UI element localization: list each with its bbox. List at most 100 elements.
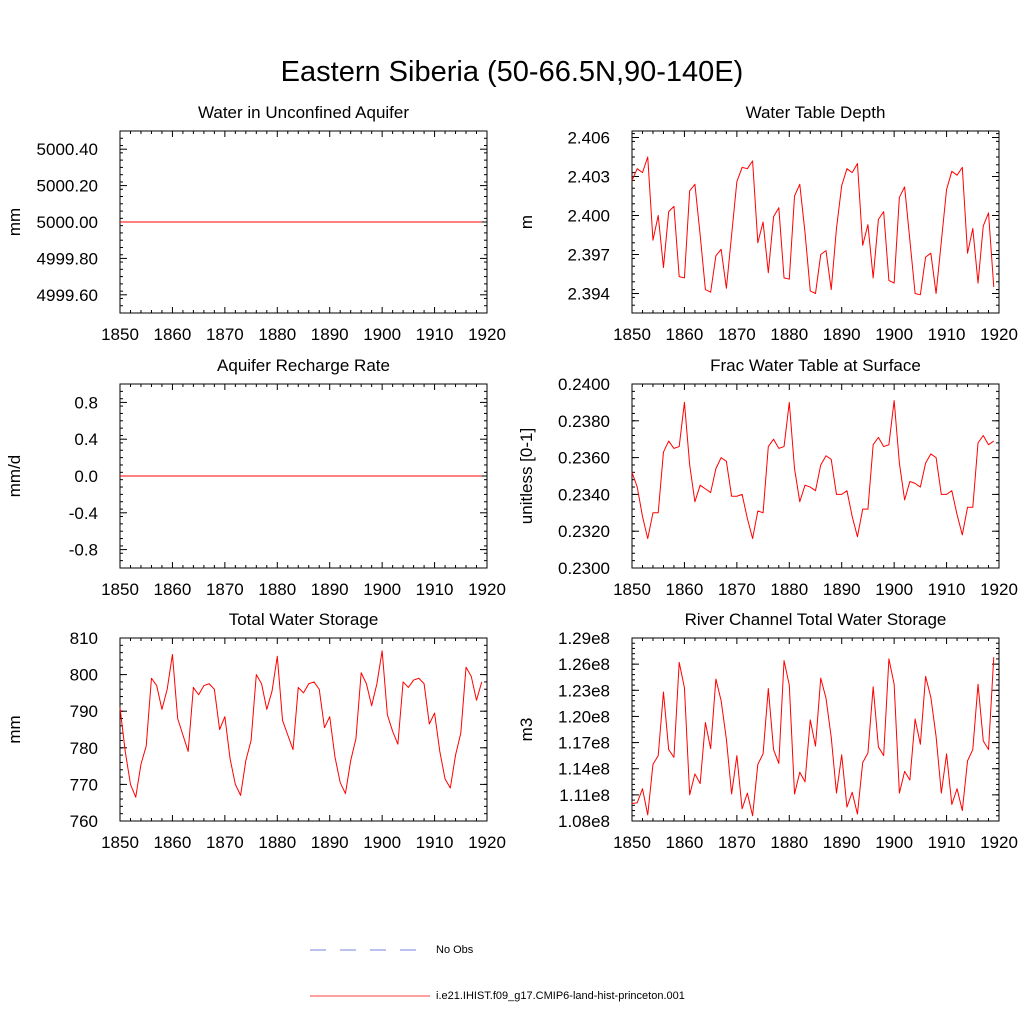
panel-title: Frac Water Table at Surface	[710, 356, 921, 375]
series-line	[119, 650, 483, 798]
x-tick-label: 1850	[101, 580, 139, 599]
y-tick-label: 2.397	[567, 246, 610, 265]
plot-frame	[631, 383, 1000, 569]
panel-title: Total Water Storage	[229, 610, 379, 629]
plot-frame	[119, 637, 488, 822]
y-tick-label: 5000.20	[37, 177, 98, 196]
legend-label-model-run: i.e21.IHIST.f09_g17.CMIP6-land-hist-prin…	[436, 990, 685, 1002]
x-tick-label: 1850	[101, 325, 139, 344]
y-tick-label: 2.403	[567, 168, 610, 187]
x-tick-label: 1880	[258, 325, 296, 344]
y-tick-label: 1.08e8	[558, 812, 610, 831]
legend-swatch-no-obs	[310, 949, 430, 951]
panel-title: Water Table Depth	[746, 103, 886, 122]
y-tick-label: 4999.80	[37, 249, 98, 268]
x-tick-label: 1850	[613, 325, 651, 344]
x-tick-label: 1870	[206, 580, 244, 599]
y-axis-label: mm	[5, 208, 24, 236]
y-tick-label: -0.8	[69, 541, 98, 560]
legend-swatch-model-run	[310, 995, 430, 997]
x-tick-label: 1890	[823, 833, 861, 852]
panel-title: Water in Unconfined Aquifer	[198, 103, 409, 122]
x-tick-label: 1860	[154, 580, 192, 599]
y-tick-label: 1.26e8	[558, 655, 610, 674]
y-tick-label: 5000.00	[37, 213, 98, 232]
x-tick-label: 1850	[613, 580, 651, 599]
x-tick-label: 1870	[206, 833, 244, 852]
x-tick-label: 1900	[875, 833, 913, 852]
x-tick-label: 1910	[928, 833, 966, 852]
y-tick-label: 780	[70, 739, 98, 758]
y-tick-label: 0.2340	[558, 485, 610, 504]
x-tick-label: 1890	[311, 833, 349, 852]
x-tick-label: 1860	[154, 833, 192, 852]
plot-frame	[631, 130, 1000, 314]
x-tick-label: 1910	[416, 325, 454, 344]
x-tick-label: 1880	[770, 325, 808, 344]
x-tick-label: 1910	[928, 325, 966, 344]
x-tick-label: 1920	[980, 580, 1018, 599]
y-tick-label: 1.14e8	[558, 760, 610, 779]
y-axis-label: m3	[517, 718, 536, 742]
x-tick-label: 1890	[823, 325, 861, 344]
y-tick-label: 2.394	[567, 285, 610, 304]
y-tick-label: 760	[70, 812, 98, 831]
x-tick-label: 1850	[613, 833, 651, 852]
chart-panel-1: Water in Unconfined Aquifer mm 1850 1860 187…	[5, 103, 506, 344]
y-tick-label: 1.29e8	[558, 629, 610, 648]
x-tick-label: 1910	[416, 833, 454, 852]
legend-label-no-obs: No Obs	[436, 944, 474, 956]
y-axis-label: mm	[5, 715, 24, 743]
x-tick-label: 1880	[770, 833, 808, 852]
y-tick-label: 5000.40	[37, 140, 98, 159]
x-tick-label: 1920	[980, 833, 1018, 852]
y-tick-label: 2.406	[567, 129, 610, 148]
y-axis-label: unitless [0-1]	[517, 428, 536, 524]
y-tick-label: 0.2300	[558, 559, 610, 578]
x-tick-label: 1900	[363, 580, 401, 599]
x-tick-label: 1870	[206, 325, 244, 344]
x-tick-label: 1870	[718, 580, 756, 599]
y-tick-label: 1.20e8	[558, 707, 610, 726]
x-tick-label: 1850	[101, 833, 139, 852]
x-tick-label: 1890	[311, 580, 349, 599]
y-tick-label: 810	[70, 629, 98, 648]
y-tick-label: 0.0	[74, 467, 98, 486]
x-tick-label: 1920	[468, 325, 506, 344]
series-line	[631, 657, 995, 817]
x-tick-label: 1920	[468, 580, 506, 599]
y-tick-label: 0.2380	[558, 412, 610, 431]
x-tick-label: 1860	[666, 580, 704, 599]
x-tick-label: 1920	[468, 833, 506, 852]
x-tick-label: 1920	[980, 325, 1018, 344]
y-tick-label: 0.2360	[558, 449, 610, 468]
series-line	[631, 400, 995, 540]
chart-panel-2: Water Table Depth m 1850 1860 1870 1880 1890 19…	[517, 103, 1018, 344]
y-tick-label: 1.23e8	[558, 681, 610, 700]
x-tick-label: 1870	[718, 325, 756, 344]
figure-title: Eastern Siberia (50-66.5N,90-140E)	[280, 56, 744, 88]
x-tick-label: 1910	[928, 580, 966, 599]
x-tick-label: 1900	[875, 580, 913, 599]
x-tick-label: 1860	[666, 325, 704, 344]
x-tick-label: 1890	[311, 325, 349, 344]
x-tick-label: 1900	[875, 325, 913, 344]
y-axis-label: mm/d	[5, 455, 24, 498]
panel-title: River Channel Total Water Storage	[685, 610, 947, 629]
y-tick-label: 2.400	[567, 207, 610, 226]
x-tick-label: 1880	[258, 833, 296, 852]
y-tick-label: 0.2400	[558, 375, 610, 394]
x-tick-label: 1900	[363, 325, 401, 344]
x-tick-label: 1860	[666, 833, 704, 852]
y-tick-label: 800	[70, 666, 98, 685]
y-tick-label: 4999.60	[37, 286, 98, 305]
y-tick-label: 790	[70, 702, 98, 721]
x-tick-label: 1870	[718, 833, 756, 852]
chart-panel-3: Aquifer Recharge Rate mm/d 1850 1860 1870 188…	[5, 356, 506, 599]
panel-title: Aquifer Recharge Rate	[217, 356, 390, 375]
plot-frame	[631, 637, 1000, 822]
y-axis-label: m	[517, 215, 536, 229]
chart-panel-5: Total Water Storage mm 1850 1860 1870 1880 189…	[5, 610, 506, 852]
y-tick-label: 0.8	[74, 393, 98, 412]
